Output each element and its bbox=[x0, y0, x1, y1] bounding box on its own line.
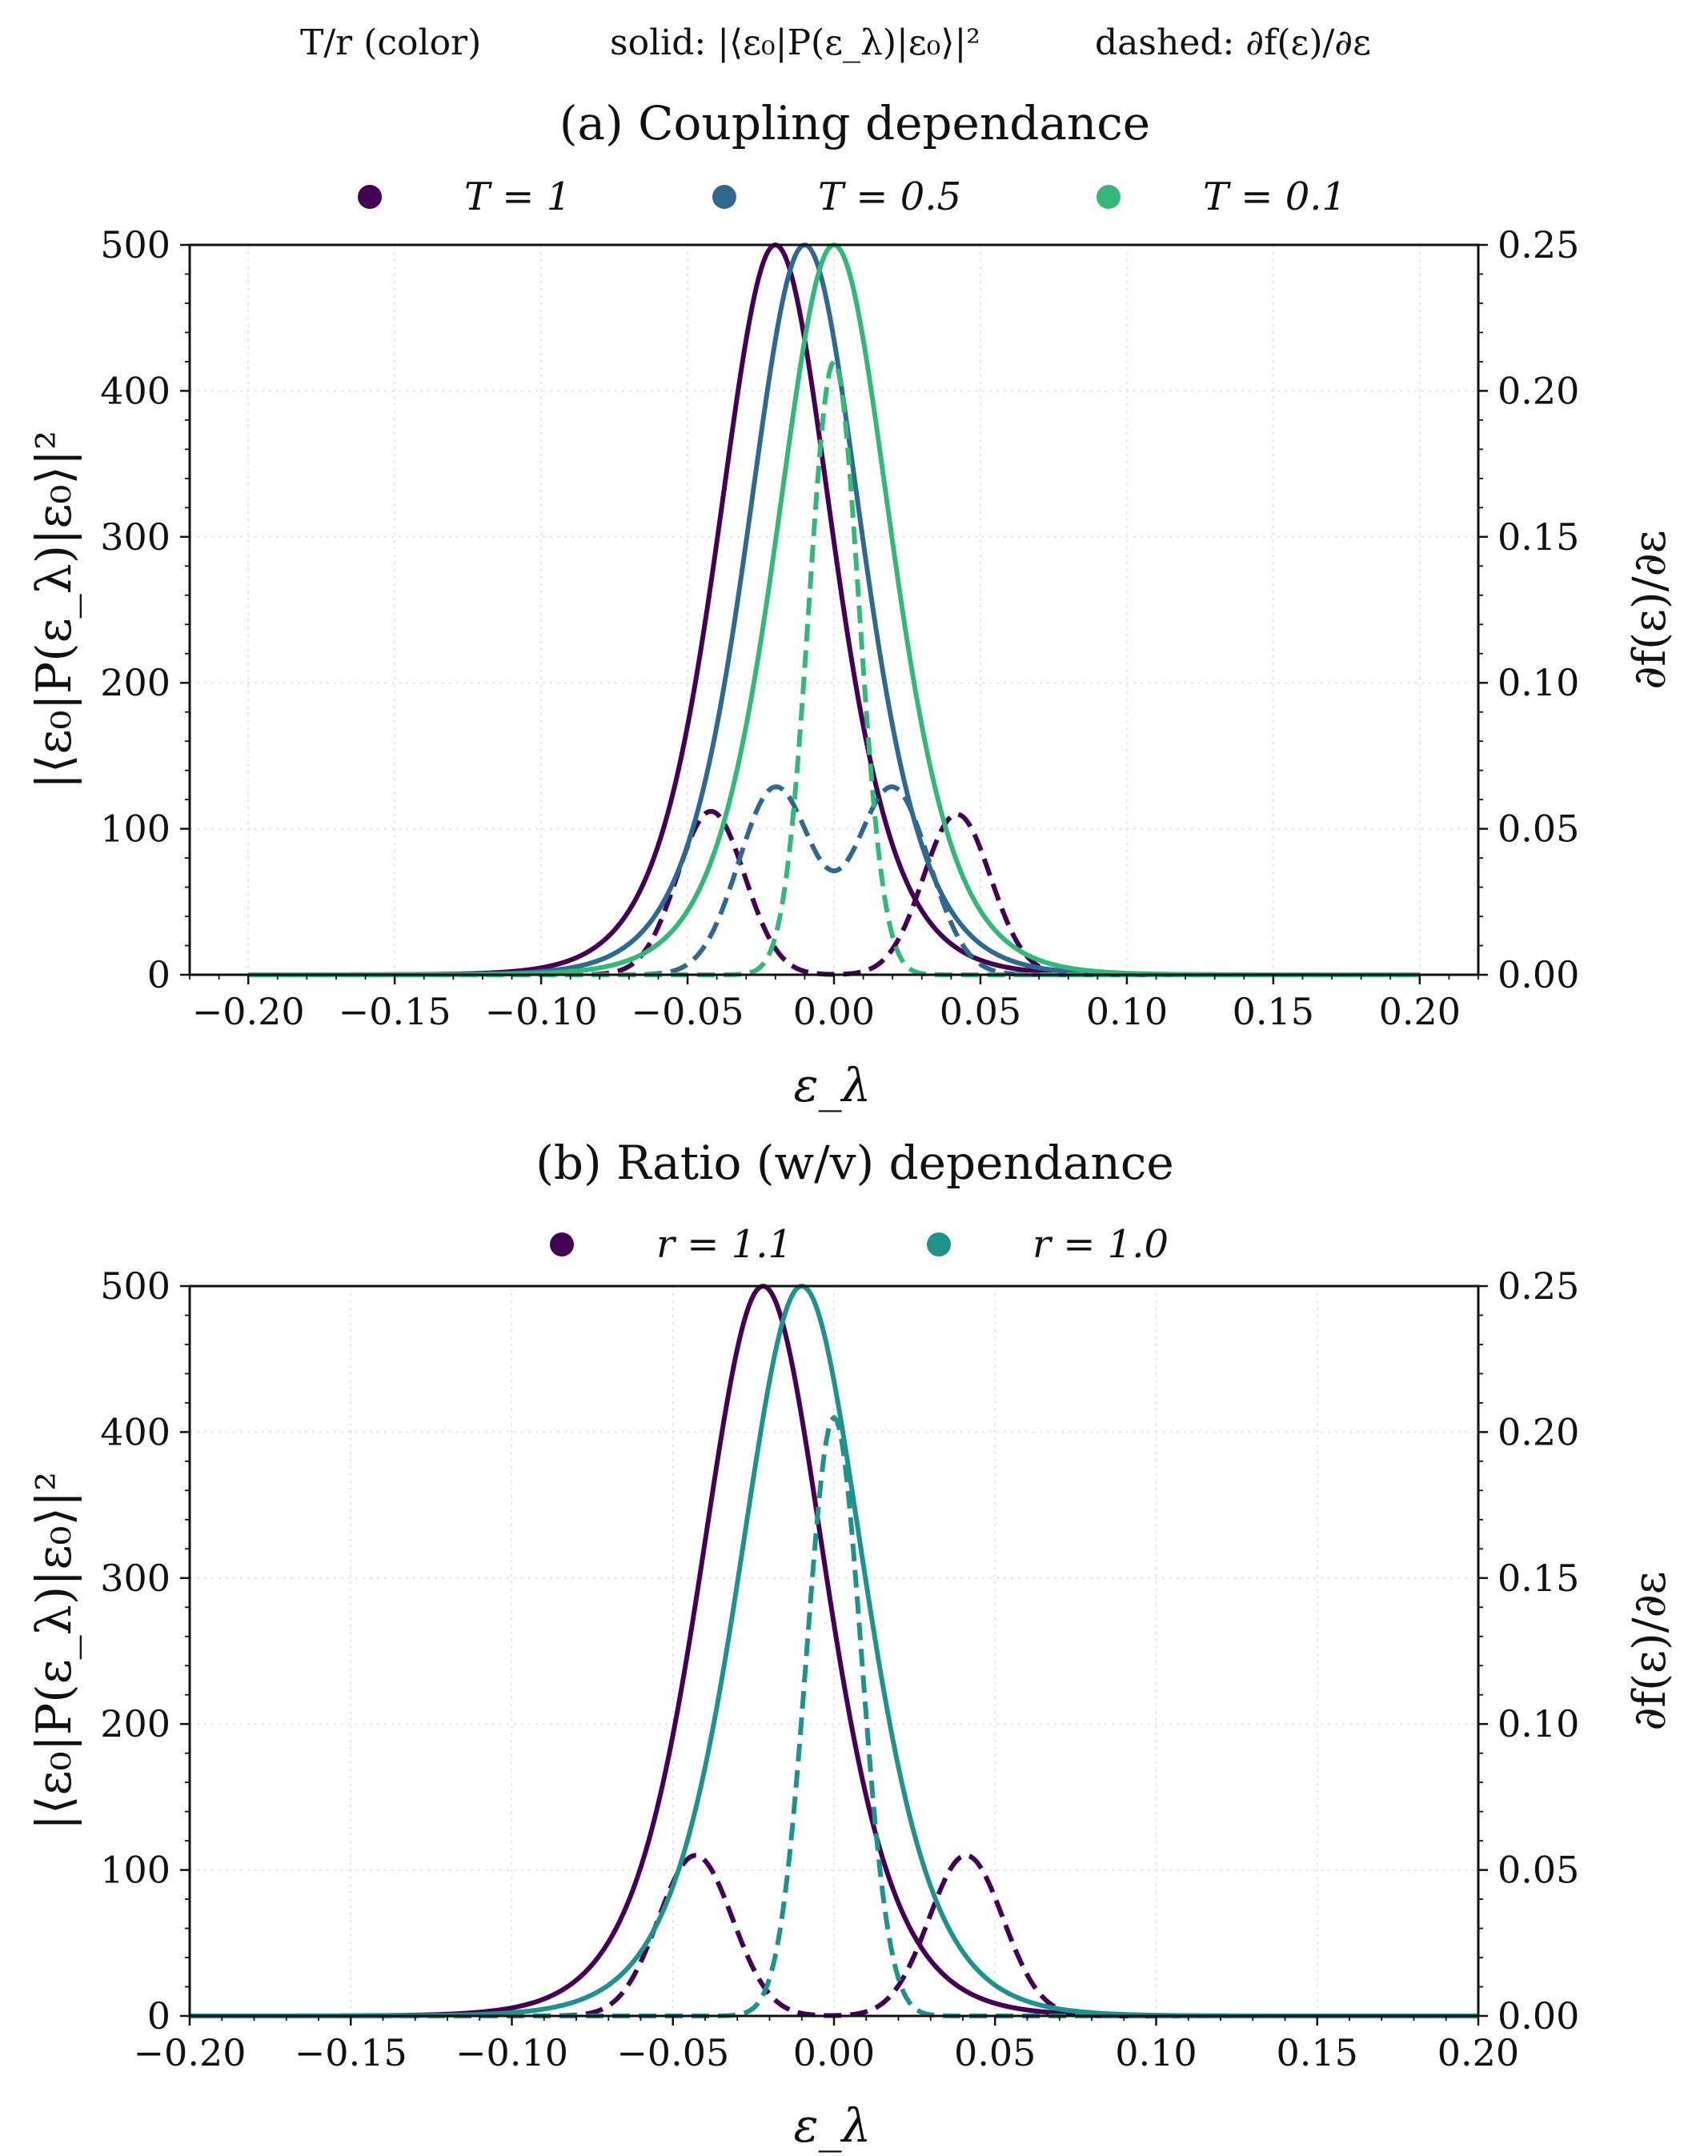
ytick-right-label-3: 0.15 bbox=[1498, 515, 1579, 559]
panel-a: (a) Coupling dependance T = 1 T = 0.5 T … bbox=[26, 96, 1676, 1112]
dashed-curve-b-1 bbox=[190, 1415, 1478, 2018]
ytick-right-label-4: 0.20 bbox=[1498, 1410, 1579, 1453]
xtick-label-0: −0.20 bbox=[192, 990, 305, 1033]
ytick-right-label-2: 0.10 bbox=[1498, 1702, 1579, 1745]
legend-b-marker-0 bbox=[550, 1232, 574, 1256]
panel-a-ylabel-left: |⟨ε₀|P(ε_λ)|ε₀⟩|² bbox=[26, 431, 82, 789]
xtick-label-1: −0.15 bbox=[339, 990, 451, 1033]
panel-a-title: (a) Coupling dependance bbox=[559, 96, 1150, 150]
legend-a-marker-0 bbox=[358, 185, 382, 209]
ytick-left-label-3: 300 bbox=[100, 515, 170, 559]
panel-a-ticks: −0.20 −0.15 −0.10 −0.05 0.00 0.05 0.10 0.15 0.20… bbox=[100, 223, 1579, 1033]
header-solid-key: solid: |⟨ε₀|P(ε_λ)|ε₀⟩|² bbox=[610, 22, 980, 63]
legend-b-label-0: r = 1.1 bbox=[656, 1222, 792, 1267]
legend-a-marker-2 bbox=[1097, 185, 1121, 209]
header-color-key: T/r (color) bbox=[300, 22, 481, 63]
ytick-left-label-1: 100 bbox=[100, 807, 170, 851]
xtick-label-2: −0.10 bbox=[455, 2031, 568, 2074]
panel-b-grid bbox=[189, 1285, 1479, 2017]
xtick-label-0: −0.20 bbox=[134, 2031, 247, 2074]
dashed-curve-a-2 bbox=[248, 359, 1420, 977]
ytick-left-label-5: 500 bbox=[100, 223, 170, 266]
ytick-right-label-1: 0.05 bbox=[1498, 1849, 1579, 1892]
ytick-right-label-0: 0.00 bbox=[1498, 953, 1579, 996]
ytick-right-label-2: 0.10 bbox=[1498, 661, 1579, 704]
xtick-label-2: −0.10 bbox=[485, 990, 598, 1033]
ytick-right-label-3: 0.15 bbox=[1498, 1557, 1579, 1600]
ytick-right-label-5: 0.25 bbox=[1498, 223, 1579, 266]
ytick-left-label-5: 500 bbox=[100, 1264, 170, 1308]
panel-a-xlabel: ε_λ bbox=[794, 1058, 872, 1112]
xtick-label-5: 0.05 bbox=[940, 990, 1021, 1033]
header-dashed-key: dashed: ∂f(ε)/∂ε bbox=[1095, 22, 1371, 63]
ytick-left-label-2: 200 bbox=[100, 661, 170, 704]
ytick-left-label-0: 0 bbox=[147, 1994, 170, 2038]
legend-a-marker-1 bbox=[712, 185, 736, 209]
panel-b-ylabel-right: ∂f(ε)/∂ε bbox=[1624, 1571, 1676, 1730]
legend-a-label-2: T = 0.1 bbox=[1203, 174, 1346, 219]
xtick-label-7: 0.15 bbox=[1277, 2031, 1358, 2074]
ytick-left-label-1: 100 bbox=[100, 1849, 170, 1892]
xtick-label-6: 0.10 bbox=[1115, 2031, 1197, 2074]
xtick-label-8: 0.20 bbox=[1379, 990, 1461, 1033]
xtick-label-3: −0.05 bbox=[616, 2031, 729, 2074]
panel-b-legend: r = 1.1 r = 1.0 bbox=[550, 1222, 1169, 1267]
panel-a-legend: T = 1 T = 0.5 T = 0.1 bbox=[358, 174, 1346, 219]
panel-b-xlabel: ε_λ bbox=[794, 2098, 872, 2153]
xtick-label-1: −0.15 bbox=[295, 2031, 407, 2074]
ytick-left-label-3: 300 bbox=[100, 1557, 170, 1600]
ytick-right-label-1: 0.05 bbox=[1498, 807, 1579, 851]
xtick-label-7: 0.15 bbox=[1233, 990, 1314, 1033]
xtick-label-8: 0.20 bbox=[1437, 2031, 1519, 2074]
xtick-label-4: 0.00 bbox=[793, 2031, 875, 2074]
xtick-label-6: 0.10 bbox=[1086, 990, 1168, 1033]
ytick-left-label-0: 0 bbox=[147, 953, 170, 996]
xtick-label-3: −0.05 bbox=[631, 990, 744, 1033]
panel-a-ylabel-right: ∂f(ε)/∂ε bbox=[1624, 530, 1676, 689]
xtick-label-5: 0.05 bbox=[954, 2031, 1036, 2074]
legend-b-marker-1 bbox=[927, 1232, 951, 1256]
legend-a-label-1: T = 0.5 bbox=[818, 174, 961, 219]
ytick-left-label-4: 400 bbox=[100, 369, 170, 412]
panel-b: (b) Ratio (w/v) dependance r = 1.1 r = 1… bbox=[26, 1136, 1676, 2153]
xtick-label-4: 0.00 bbox=[793, 990, 875, 1033]
ytick-right-label-4: 0.20 bbox=[1498, 369, 1579, 412]
panel-b-title: (b) Ratio (w/v) dependance bbox=[535, 1136, 1173, 1190]
panel-b-ylabel-left: |⟨ε₀|P(ε_λ)|ε₀⟩|² bbox=[26, 1472, 82, 1830]
ytick-right-label-5: 0.25 bbox=[1498, 1264, 1579, 1308]
ytick-left-label-4: 400 bbox=[100, 1410, 170, 1453]
legend-a-label-0: T = 1 bbox=[464, 174, 571, 219]
ytick-left-label-2: 200 bbox=[100, 1702, 170, 1745]
ytick-right-label-0: 0.00 bbox=[1498, 1994, 1579, 2038]
panel-b-ticks: −0.20 −0.15 −0.10 −0.05 0.00 0.05 0.10 0.15 0.20… bbox=[100, 1264, 1579, 2074]
figure-header: T/r (color) solid: |⟨ε₀|P(ε_λ)|ε₀⟩|² das… bbox=[300, 22, 1371, 63]
legend-b-label-1: r = 1.0 bbox=[1032, 1222, 1169, 1267]
